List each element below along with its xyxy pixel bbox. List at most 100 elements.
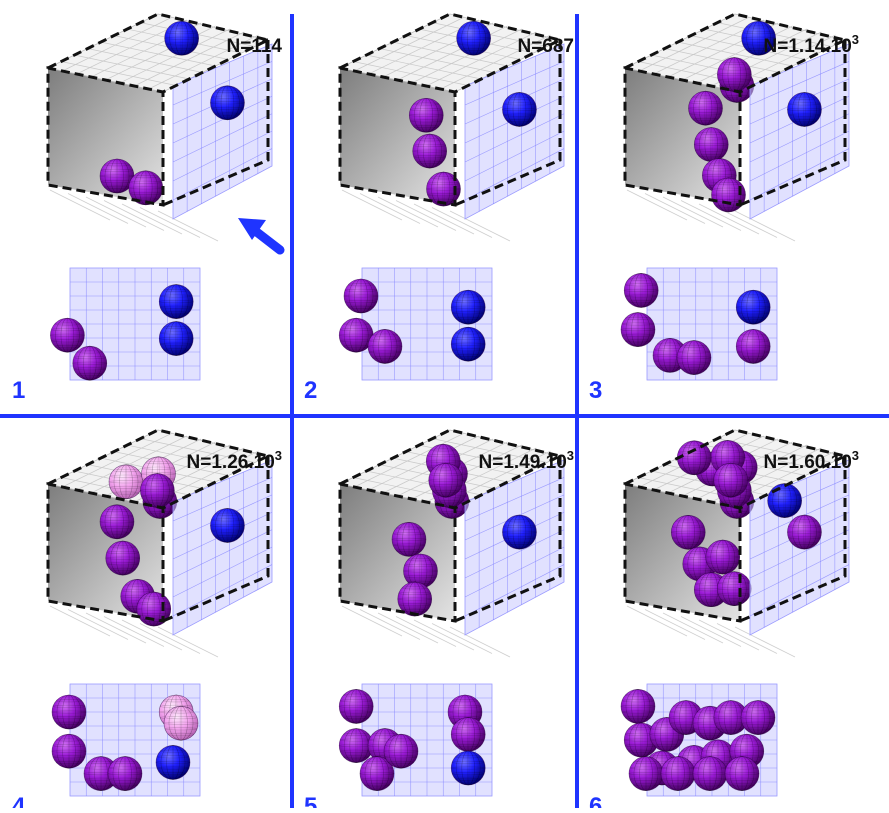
- wall-spheres: [391, 522, 438, 617]
- panel-5: 5 N=1.49.103: [304, 428, 574, 813]
- sphere-purple: [72, 345, 108, 381]
- panel-4: 4 N=1.26.103: [12, 428, 282, 813]
- box-dashed-edges: [338, 12, 565, 207]
- sphere-blue: [767, 483, 802, 518]
- floor-grid: [49, 189, 219, 242]
- projection-view: [338, 683, 493, 797]
- panel-index-label: 1: [12, 377, 25, 404]
- sphere-purple: [428, 462, 464, 498]
- sphere-purple: [620, 689, 656, 724]
- box-dashed-edges: [46, 428, 273, 623]
- box-dashed-edges: [338, 428, 565, 623]
- wall-spheres: [688, 90, 746, 213]
- top-spheres: [108, 456, 178, 519]
- sphere-purple: [51, 733, 87, 769]
- panel-3: 3 N=1.14.103: [589, 12, 859, 404]
- window-face: [464, 43, 565, 220]
- top-spheres: [717, 20, 776, 103]
- projection-view: [50, 267, 201, 381]
- sphere-blue: [450, 289, 486, 325]
- n-count-label: N=114: [227, 36, 283, 57]
- panel-index-label: 2: [304, 377, 317, 404]
- panel-index-label: 3: [589, 377, 602, 404]
- top-spheres: [676, 440, 758, 519]
- n-count-label: N=1.60.103: [764, 448, 859, 473]
- sphere-blue: [164, 20, 199, 56]
- projection-view: [51, 683, 201, 797]
- panel-index-label: 5: [304, 793, 317, 808]
- panel-6: 6 N=1.60.103: [589, 428, 859, 813]
- sphere-purple: [338, 689, 374, 724]
- sphere-blue: [787, 92, 822, 127]
- window-face: [172, 43, 273, 220]
- wall-spheres: [670, 515, 752, 608]
- sphere-blue: [456, 20, 491, 56]
- sphere-purple: [99, 158, 135, 194]
- sphere-pink: [108, 464, 144, 500]
- sphere-blue: [450, 750, 486, 786]
- sphere-purple: [787, 514, 822, 550]
- panel-1: 1 N=114: [12, 12, 285, 404]
- box-top-face: [338, 13, 562, 93]
- sphere-purple: [383, 733, 419, 769]
- box-dashed-edges: [623, 428, 850, 623]
- sphere-purple: [128, 170, 164, 206]
- floor-grid: [341, 605, 511, 658]
- window-face: [749, 459, 850, 636]
- sphere-purple: [367, 329, 403, 364]
- box-top-face: [46, 13, 270, 93]
- sphere-purple: [623, 722, 659, 758]
- sphere-purple: [107, 756, 143, 791]
- panel-2: 2 N=687: [304, 12, 574, 404]
- box-dashed-edges: [623, 12, 850, 207]
- sphere-blue: [502, 92, 537, 127]
- sphere-blue: [158, 321, 194, 356]
- sphere-blue: [155, 745, 191, 780]
- sphere-purple: [99, 504, 135, 540]
- sphere-purple: [620, 312, 656, 347]
- sphere-purple: [338, 728, 374, 763]
- box-side-face: [48, 68, 163, 205]
- sphere-purple: [50, 317, 85, 353]
- sphere-purple: [693, 127, 729, 162]
- sphere-purple: [408, 97, 444, 133]
- sphere-pink: [163, 705, 199, 741]
- sphere-purple: [724, 756, 760, 791]
- sphere-purple: [51, 694, 87, 730]
- sphere-blue: [210, 85, 245, 121]
- sphere-blue: [210, 508, 245, 543]
- sphere-purple: [676, 440, 712, 476]
- sphere-purple: [692, 756, 728, 791]
- sphere-purple: [628, 756, 664, 791]
- top-spheres: [456, 20, 491, 56]
- floor-grid: [626, 189, 796, 242]
- floor-grid: [626, 605, 796, 658]
- n-count-label: N=687: [517, 36, 574, 57]
- top-spheres: [164, 20, 199, 56]
- sphere-purple: [412, 133, 447, 169]
- sphere-purple: [740, 700, 776, 735]
- panel-index-label: 6: [589, 793, 602, 808]
- sphere-purple: [391, 522, 427, 557]
- arrow-up-left-icon: [238, 218, 285, 255]
- sphere-purple: [140, 473, 175, 508]
- sphere-blue: [735, 289, 771, 325]
- projection-view: [338, 267, 493, 381]
- sphere-purple: [735, 329, 771, 364]
- panel-index-label: 4: [12, 793, 26, 808]
- sphere-purple: [688, 90, 723, 126]
- window-face: [464, 459, 565, 636]
- n-count-label: N=1.26.103: [187, 448, 282, 473]
- sphere-blue: [158, 284, 194, 319]
- sphere-purple: [705, 539, 741, 575]
- window-face: [172, 459, 273, 636]
- n-count-label: N=1.49.103: [479, 448, 574, 473]
- n-count-label: N=1.14.103: [764, 32, 859, 57]
- sphere-purple: [343, 278, 379, 314]
- projection-view: [620, 267, 778, 381]
- sphere-purple: [450, 717, 486, 752]
- sphere-purple: [713, 462, 749, 498]
- floor-grid: [341, 189, 511, 242]
